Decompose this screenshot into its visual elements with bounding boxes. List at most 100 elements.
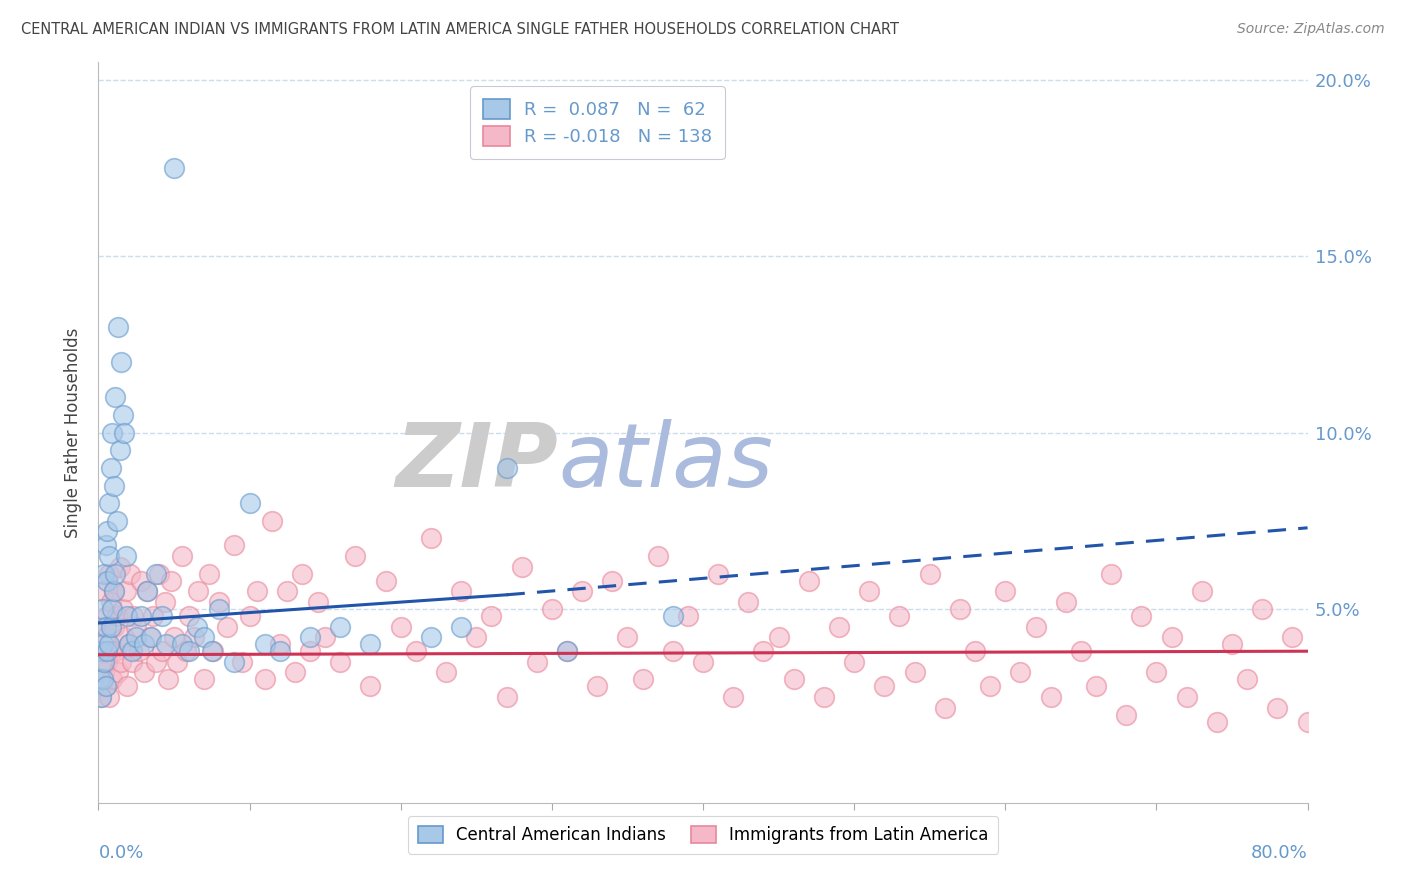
Point	[647, 549, 669, 563]
Point	[115, 609, 138, 624]
Point	[100, 644, 122, 658]
Point	[465, 630, 488, 644]
Point	[94, 680, 117, 694]
Point	[965, 644, 987, 658]
Point	[1024, 619, 1046, 633]
Point	[1144, 665, 1167, 680]
Point	[118, 637, 141, 651]
Point	[90, 690, 112, 704]
Point	[215, 619, 238, 633]
Point	[163, 161, 186, 176]
Point	[150, 644, 173, 658]
Point	[129, 574, 152, 588]
Point	[262, 514, 284, 528]
Text: ZIP: ZIP	[395, 418, 558, 506]
Point	[120, 566, 142, 581]
Point	[98, 549, 121, 563]
Point	[253, 673, 276, 687]
Point	[202, 644, 225, 658]
Point	[132, 665, 155, 680]
Point	[813, 690, 835, 704]
Point	[768, 630, 790, 644]
Point	[98, 690, 121, 704]
Point	[193, 673, 215, 687]
Point	[495, 690, 517, 704]
Point	[269, 637, 291, 651]
Point	[107, 319, 129, 334]
Point	[100, 461, 122, 475]
Point	[676, 609, 699, 624]
Point	[156, 673, 179, 687]
Point	[1281, 630, 1303, 644]
Point	[112, 425, 135, 440]
Point	[103, 478, 125, 492]
Point	[224, 538, 246, 552]
Point	[299, 644, 322, 658]
Point	[723, 690, 745, 704]
Point	[1115, 707, 1137, 722]
Point	[420, 630, 443, 644]
Point	[918, 566, 941, 581]
Point	[105, 609, 128, 624]
Point	[481, 609, 503, 624]
Point	[269, 644, 291, 658]
Point	[153, 595, 176, 609]
Point	[1054, 595, 1077, 609]
Point	[101, 673, 124, 687]
Point	[434, 665, 457, 680]
Point	[170, 637, 193, 651]
Point	[904, 665, 927, 680]
Point	[105, 514, 128, 528]
Point	[186, 619, 208, 633]
Point	[101, 425, 124, 440]
Point	[1070, 644, 1092, 658]
Point	[844, 655, 866, 669]
Point	[141, 630, 163, 644]
Point	[1267, 700, 1289, 714]
Point	[166, 655, 188, 669]
Point	[661, 609, 683, 624]
Point	[873, 680, 896, 694]
Point	[122, 609, 145, 624]
Point	[91, 602, 114, 616]
Point	[389, 619, 412, 633]
Point	[96, 524, 118, 539]
Point	[98, 637, 121, 651]
Point	[103, 584, 125, 599]
Point	[100, 619, 122, 633]
Point	[150, 609, 173, 624]
Point	[571, 584, 593, 599]
Point	[135, 584, 157, 599]
Point	[160, 574, 183, 588]
Point	[100, 595, 122, 609]
Point	[145, 566, 167, 581]
Text: CENTRAL AMERICAN INDIAN VS IMMIGRANTS FROM LATIN AMERICA SINGLE FATHER HOUSEHOLD: CENTRAL AMERICAN INDIAN VS IMMIGRANTS FR…	[21, 22, 898, 37]
Point	[374, 574, 396, 588]
Point	[91, 673, 114, 687]
Point	[495, 461, 517, 475]
Point	[783, 673, 806, 687]
Point	[276, 584, 298, 599]
Point	[1191, 584, 1213, 599]
Point	[110, 355, 132, 369]
Point	[148, 566, 170, 581]
Point	[314, 630, 336, 644]
Point	[98, 496, 121, 510]
Point	[934, 700, 956, 714]
Point	[104, 390, 127, 404]
Point	[94, 680, 117, 694]
Point	[510, 559, 533, 574]
Point	[121, 644, 143, 658]
Point	[239, 496, 262, 510]
Point	[360, 637, 382, 651]
Point	[707, 566, 730, 581]
Point	[344, 549, 367, 563]
Point	[101, 602, 124, 616]
Point	[104, 566, 127, 581]
Point	[540, 602, 562, 616]
Point	[103, 584, 125, 599]
Point	[132, 637, 155, 651]
Point	[93, 566, 115, 581]
Point	[1296, 714, 1319, 729]
Point	[89, 673, 111, 687]
